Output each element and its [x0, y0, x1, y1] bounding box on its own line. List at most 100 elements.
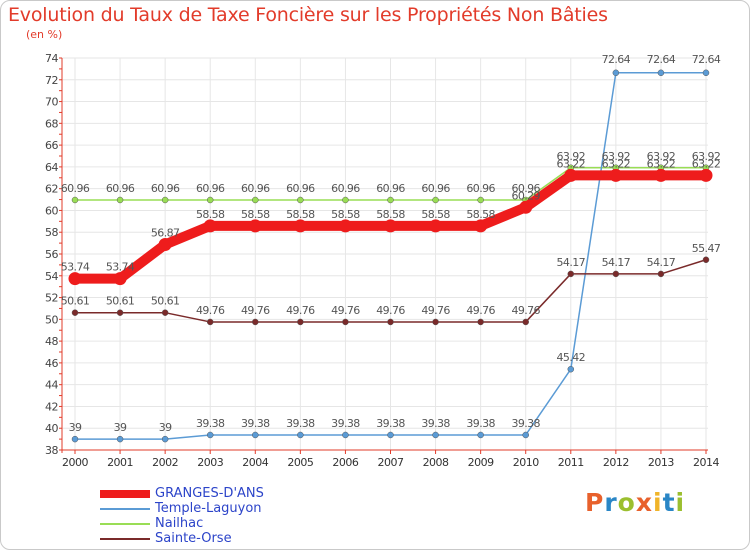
- data-point: [477, 431, 484, 439]
- data-point: [71, 309, 79, 316]
- x-tick-label: 2010: [513, 456, 539, 469]
- data-label: 58.58: [241, 208, 270, 221]
- data-label: 60.96: [241, 182, 270, 195]
- data-point: [116, 435, 124, 443]
- data-label: 49.76: [466, 304, 495, 317]
- data-label: 39.38: [376, 417, 405, 430]
- data-label: 49.76: [196, 304, 225, 317]
- proxiti-logo: Proxiti: [585, 488, 686, 517]
- data-label: 58.58: [331, 208, 360, 221]
- data-point: [113, 272, 127, 286]
- x-tick-label: 2003: [197, 456, 223, 469]
- x-tick-label: 2009: [468, 456, 494, 469]
- data-label: 54.17: [602, 256, 631, 269]
- data-point: [297, 318, 304, 326]
- data-label: 39.38: [331, 417, 360, 430]
- data-point: [657, 270, 665, 278]
- data-point: [206, 318, 214, 326]
- data-point: [161, 196, 169, 204]
- chart-unit: (en %): [26, 28, 63, 41]
- data-label: 50.61: [106, 295, 135, 308]
- data-point: [161, 435, 169, 443]
- x-tick-label: 2014: [693, 456, 719, 469]
- data-point: [384, 219, 397, 233]
- data-point: [342, 318, 349, 326]
- data-point: [387, 318, 394, 326]
- data-label: 39.38: [466, 417, 495, 430]
- data-point: [654, 168, 668, 182]
- data-label: 49.76: [376, 304, 405, 317]
- data-label: 63.92: [602, 150, 631, 163]
- data-point: [522, 318, 529, 326]
- data-point: [342, 196, 349, 204]
- y-tick-label: 60: [45, 204, 58, 217]
- data-label: 58.58: [286, 208, 315, 221]
- data-point: [248, 219, 262, 233]
- data-label: 60.96: [196, 182, 225, 195]
- data-point: [252, 318, 259, 326]
- legend-label: Temple-Laguyon: [155, 501, 262, 516]
- data-label: 60.96: [376, 182, 405, 195]
- data-label: 63.22: [602, 157, 631, 170]
- data-label: 53.74: [106, 261, 135, 274]
- data-point: [564, 168, 578, 182]
- data-label: 54.17: [647, 256, 676, 269]
- data-point: [429, 219, 443, 233]
- y-tick-label: 48: [45, 335, 58, 348]
- y-tick-label: 58: [45, 226, 58, 239]
- data-point: [519, 200, 533, 214]
- data-label: 49.76: [241, 304, 270, 317]
- data-point: [71, 196, 79, 204]
- data-label: 39.38: [511, 417, 540, 430]
- data-label: 60.96: [466, 182, 495, 195]
- data-label: 63.92: [692, 150, 721, 163]
- x-tick-label: 2006: [332, 456, 358, 469]
- data-point: [702, 256, 710, 264]
- data-label: 39.38: [286, 417, 315, 430]
- y-tick-label: 52: [45, 292, 58, 305]
- y-tick-label: 54: [45, 270, 58, 283]
- data-label: 49.76: [331, 304, 360, 317]
- data-label: 58.58: [196, 208, 225, 221]
- x-tick-label: 2011: [558, 456, 584, 469]
- data-point: [206, 196, 214, 204]
- data-label: 39.38: [241, 417, 270, 430]
- data-label: 60.96: [106, 182, 135, 195]
- x-tick-label: 2002: [152, 456, 178, 469]
- y-tick-label: 68: [45, 117, 58, 130]
- y-tick-label: 62: [45, 183, 58, 196]
- legend-swatch: [100, 538, 150, 540]
- data-point: [474, 219, 488, 233]
- data-point: [297, 431, 304, 439]
- data-label: 60.29: [511, 189, 540, 202]
- data-label: 63.22: [692, 157, 721, 170]
- y-tick-label: 74: [45, 52, 58, 65]
- legend-label: GRANGES-D'ANS: [155, 486, 264, 501]
- y-tick-label: 66: [45, 139, 58, 152]
- data-label: 58.58: [376, 208, 405, 221]
- y-tick-label: 56: [45, 248, 58, 261]
- y-tick-label: 70: [45, 96, 58, 109]
- legend-swatch: [100, 523, 150, 525]
- legend-label: Sainte-Orse: [155, 531, 232, 546]
- data-label: 39: [159, 421, 172, 434]
- data-label: 56.87: [151, 227, 180, 240]
- y-tick-label: 40: [45, 422, 58, 435]
- data-label: 63.22: [647, 157, 676, 170]
- data-label: 60.96: [286, 182, 315, 195]
- data-label: 60.96: [331, 182, 360, 195]
- data-label: 60.96: [61, 182, 90, 195]
- data-label: 60.96: [151, 182, 180, 195]
- data-point: [522, 431, 529, 439]
- data-label: 39: [69, 421, 82, 434]
- legend-label: Nailhac: [155, 516, 204, 531]
- data-label: 63.92: [647, 150, 676, 163]
- data-point: [206, 431, 214, 439]
- data-point: [567, 270, 575, 278]
- x-tick-label: 2012: [603, 456, 629, 469]
- data-point: [432, 196, 439, 204]
- data-point: [158, 238, 172, 252]
- x-tick-label: 2008: [423, 456, 449, 469]
- y-tick-label: 38: [45, 444, 58, 457]
- data-label: 39.38: [421, 417, 450, 430]
